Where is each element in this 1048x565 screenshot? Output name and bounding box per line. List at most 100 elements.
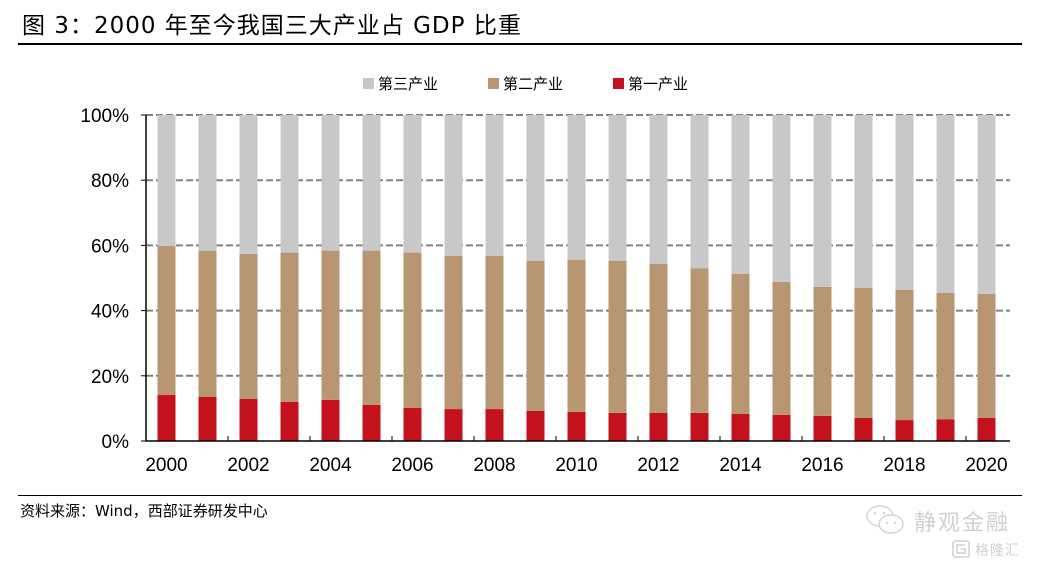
bar-tertiary-2003 bbox=[280, 115, 299, 253]
bar-secondary-2019 bbox=[936, 293, 955, 420]
bar-primary-2016 bbox=[813, 415, 832, 441]
bar-tertiary-2002 bbox=[239, 115, 258, 254]
bar-secondary-2014 bbox=[731, 273, 750, 414]
bar-primary-2002 bbox=[239, 398, 258, 441]
bar-secondary-2007 bbox=[444, 255, 463, 409]
watermark-jingguan: 静观金融 bbox=[914, 511, 1011, 536]
bar-primary-2018 bbox=[895, 420, 914, 441]
bar-primary-2017 bbox=[854, 417, 873, 441]
bar-tertiary-2018 bbox=[895, 115, 914, 290]
bar-primary-2006 bbox=[403, 407, 422, 441]
bar-secondary-2013 bbox=[690, 268, 709, 413]
bar-primary-2014 bbox=[731, 413, 750, 441]
bar-secondary-2002 bbox=[239, 253, 258, 399]
bar-tertiary-2019 bbox=[936, 115, 955, 293]
bar-primary-2010 bbox=[567, 412, 586, 441]
bar-primary-2015 bbox=[772, 414, 791, 441]
bar-secondary-2009 bbox=[526, 260, 545, 411]
footer-divider bbox=[18, 495, 1022, 496]
bar-secondary-2000 bbox=[157, 246, 176, 396]
bar-tertiary-2017 bbox=[854, 115, 873, 288]
bar-tertiary-2016 bbox=[813, 115, 832, 287]
bar-tertiary-2006 bbox=[403, 115, 422, 253]
bar-secondary-2006 bbox=[403, 252, 422, 408]
bar-tertiary-2012 bbox=[649, 115, 668, 264]
bar-tertiary-2007 bbox=[444, 115, 463, 256]
bar-tertiary-2000 bbox=[157, 115, 176, 247]
y-tick-label: 60% bbox=[91, 236, 129, 257]
bar-tertiary-2009 bbox=[526, 115, 545, 261]
x-tick-label: 2004 bbox=[309, 455, 352, 476]
bar-primary-2008 bbox=[485, 409, 504, 441]
y-tick-label: 0% bbox=[102, 432, 130, 453]
legend-label-tertiary: 第三产业 bbox=[378, 75, 439, 93]
bar-secondary-2017 bbox=[854, 287, 873, 418]
y-tick-label: 80% bbox=[91, 171, 129, 192]
bar-secondary-2005 bbox=[362, 250, 381, 405]
y-tick-label: 20% bbox=[91, 367, 129, 388]
bar-primary-2011 bbox=[608, 413, 627, 441]
bar-secondary-2008 bbox=[485, 255, 504, 409]
legend-item-primary: 第一产业 bbox=[613, 73, 688, 94]
bar-primary-2001 bbox=[198, 397, 217, 441]
axes bbox=[141, 114, 1010, 442]
bar-secondary-2018 bbox=[895, 289, 914, 421]
bar-secondary-2010 bbox=[567, 259, 586, 412]
bar-tertiary-2020 bbox=[977, 115, 996, 294]
y-tick-label: 40% bbox=[91, 302, 129, 323]
x-tick-label: 2020 bbox=[965, 455, 1007, 476]
bar-tertiary-2014 bbox=[731, 115, 750, 274]
legend-label-secondary: 第二产业 bbox=[503, 75, 564, 93]
bar-primary-2003 bbox=[280, 401, 299, 441]
legend-item-tertiary: 第三产业 bbox=[363, 73, 438, 94]
stacked-bar-chart: 0%20%40%60%80%100% 2000 2002 2004 2006 2008 2… bbox=[80, 106, 1010, 476]
x-tick-label: 2014 bbox=[719, 455, 762, 476]
y-tick-label: 100% bbox=[80, 106, 129, 127]
bar-primary-2000 bbox=[157, 395, 176, 441]
bar-primary-2007 bbox=[444, 409, 463, 441]
bar-tertiary-2013 bbox=[690, 115, 709, 269]
bar-primary-2019 bbox=[936, 419, 955, 441]
figure-title: 图 3：2000 年至今我国三大产业占 GDP 比重 bbox=[22, 13, 522, 39]
bars bbox=[157, 115, 996, 441]
bar-secondary-2016 bbox=[813, 286, 832, 416]
bar-secondary-2015 bbox=[772, 281, 791, 415]
bar-tertiary-2001 bbox=[198, 115, 217, 251]
bar-primary-2012 bbox=[649, 413, 668, 441]
x-tick-labels: 2000 2002 2004 2006 2008 2010 2012 2014 2016 2018… bbox=[145, 455, 1007, 476]
legend-label-primary: 第一产业 bbox=[628, 75, 689, 93]
bar-primary-2004 bbox=[321, 399, 340, 441]
bar-secondary-2011 bbox=[608, 260, 627, 413]
x-tick-label: 2006 bbox=[391, 455, 433, 476]
x-tick-label: 2010 bbox=[555, 455, 597, 476]
y-tick-labels: 0% 20% 40% 60% 80% 100% bbox=[80, 106, 129, 453]
bar-primary-2013 bbox=[690, 413, 709, 441]
bar-secondary-2012 bbox=[649, 264, 668, 413]
bar-secondary-2003 bbox=[280, 252, 299, 402]
x-tick-label: 2008 bbox=[473, 455, 515, 476]
watermark-gelonghui: 格隆汇 bbox=[975, 543, 1020, 559]
x-tick-label: 2018 bbox=[883, 455, 925, 476]
bar-tertiary-2010 bbox=[567, 115, 586, 260]
bar-secondary-2004 bbox=[321, 250, 340, 400]
bar-tertiary-2005 bbox=[362, 115, 381, 251]
legend-swatch-primary bbox=[613, 78, 625, 89]
x-tick-label: 2016 bbox=[801, 455, 843, 476]
bar-primary-2020 bbox=[977, 417, 996, 441]
bar-tertiary-2011 bbox=[608, 115, 627, 261]
bar-primary-2005 bbox=[362, 404, 381, 441]
chart-legend: 第三产业 第二产业 第一产业 bbox=[363, 73, 738, 94]
legend-item-secondary: 第二产业 bbox=[488, 73, 563, 94]
title-divider bbox=[18, 43, 1022, 45]
wechat-icon bbox=[866, 505, 904, 534]
x-tick-label: 2012 bbox=[637, 455, 679, 476]
bar-tertiary-2015 bbox=[772, 115, 791, 282]
x-tick-label: 2000 bbox=[145, 455, 187, 476]
legend-swatch-secondary bbox=[488, 78, 500, 89]
bar-secondary-2001 bbox=[198, 250, 217, 397]
gelonghui-logo-icon bbox=[952, 540, 970, 558]
bar-primary-2009 bbox=[526, 411, 545, 441]
bar-tertiary-2008 bbox=[485, 115, 504, 256]
source-note: 资料来源：Wind，西部证券研发中心 bbox=[20, 502, 268, 520]
legend-swatch-tertiary bbox=[363, 78, 374, 89]
